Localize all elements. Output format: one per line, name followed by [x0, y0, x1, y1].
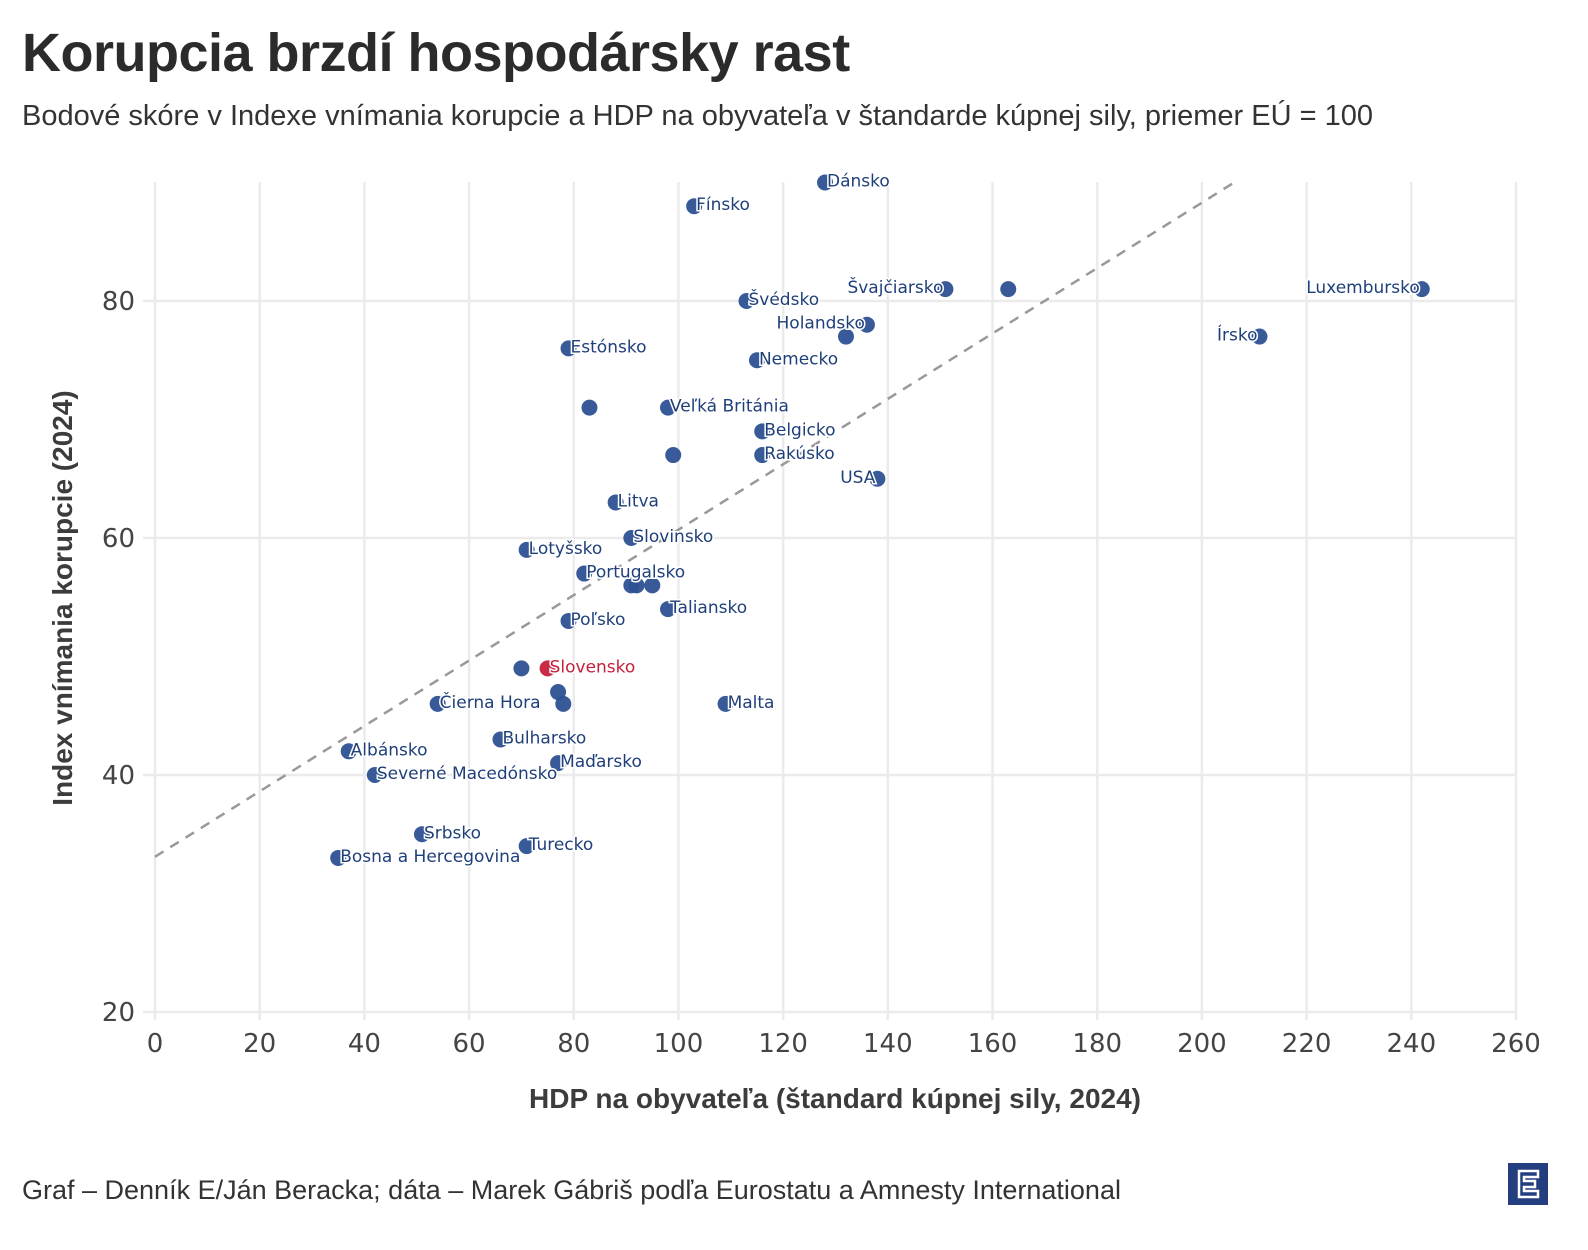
source-credit: Graf – Denník E/Ján Beracka; dáta – Mare… — [22, 1175, 1121, 1205]
point-label: Veľká Británia — [670, 397, 789, 417]
point-label: Severné Macedónsko — [377, 764, 557, 784]
data-point — [837, 328, 854, 345]
data-point — [858, 316, 875, 333]
trend-line — [154, 180, 1236, 858]
data-point — [738, 293, 755, 309]
point-label: Slovensko — [550, 657, 636, 677]
x-tick-label: 140 — [863, 1029, 913, 1059]
data-point — [628, 577, 645, 594]
y-axis-title: Index vnímania korupcie (2024) — [47, 390, 78, 806]
data-point — [340, 743, 357, 760]
point-labels: Dánsko Fínsko Švédsko Švajčiarsko Holandsko L… — [339, 170, 1422, 868]
point-label: Bosna a Hercegovina — [340, 847, 520, 867]
data-point — [1251, 328, 1268, 345]
data-point — [429, 695, 446, 712]
grid-lines — [143, 182, 1518, 1020]
data-point — [623, 530, 640, 546]
point-label: Dánsko — [827, 172, 890, 192]
point-label: Litva — [618, 491, 659, 511]
chart-subtitle: Bodové skóre v Indexe vnímania korupcie … — [22, 100, 1373, 132]
x-tick-label: 160 — [968, 1029, 1018, 1059]
data-point — [754, 423, 771, 440]
y-tick-label: 20 — [102, 998, 135, 1028]
x-tick-label: 220 — [1282, 1029, 1332, 1059]
data-point — [817, 174, 834, 191]
point-label: Írsko — [1217, 324, 1258, 346]
data-point — [869, 470, 886, 487]
x-tick-label: 0 — [147, 1029, 164, 1059]
denník-e-logo-icon — [1508, 1163, 1548, 1205]
scatter-chart: 0 20 40 60 80 100 120 140 160 180 200 220 240 260 20 4… — [47, 170, 1541, 1114]
point-label: Maďarsko — [560, 752, 642, 772]
point-label: Malta — [728, 693, 775, 713]
chart-title: Korupcia brzdí hospodársky rast — [22, 23, 850, 83]
point-label: Švajčiarsko — [847, 276, 943, 298]
data-point — [937, 281, 954, 298]
point-label: Albánsko — [351, 740, 428, 760]
data-points — [330, 174, 1430, 866]
data-point — [1413, 281, 1430, 298]
data-point — [659, 601, 676, 618]
data-point — [513, 660, 530, 677]
data-point — [659, 399, 676, 416]
data-point — [576, 565, 593, 582]
data-point — [518, 541, 535, 558]
data-point — [607, 494, 624, 511]
point-label: Estónsko — [571, 337, 647, 357]
point-label: Holandsko — [777, 314, 865, 334]
point-label: Poľsko — [571, 610, 626, 630]
data-point — [330, 849, 347, 866]
data-point — [492, 731, 509, 748]
x-tick-label: 100 — [654, 1029, 704, 1059]
point-label: Turecko — [528, 835, 594, 855]
point-label: Fínsko — [696, 195, 750, 215]
point-label: Lotyšsko — [529, 539, 603, 559]
data-point — [560, 340, 577, 357]
point-label: Taliansko — [669, 598, 747, 618]
point-label: USA — [840, 468, 876, 488]
point-label: Srbsko — [424, 823, 481, 843]
data-point — [644, 577, 661, 594]
point-label: Švédsko — [749, 288, 820, 310]
point-label: Slovinsko — [633, 527, 713, 547]
y-tick-label: 80 — [102, 287, 135, 317]
data-point — [555, 695, 572, 712]
data-point — [550, 755, 567, 772]
data-point — [754, 447, 771, 464]
data-point — [413, 826, 430, 843]
point-label: Nemecko — [759, 349, 838, 369]
x-tick-label: 120 — [758, 1029, 808, 1059]
x-tick-label: 180 — [1072, 1029, 1122, 1059]
x-tick-label: 20 — [243, 1029, 276, 1059]
x-axis-ticks: 0 20 40 60 80 100 120 140 160 180 200 220 240 260 — [147, 1029, 1541, 1059]
data-point — [748, 352, 765, 369]
x-tick-label: 80 — [557, 1029, 590, 1059]
data-point — [1000, 281, 1017, 298]
y-axis-ticks: 20 40 60 80 — [102, 287, 135, 1028]
x-tick-label: 240 — [1386, 1029, 1436, 1059]
x-tick-label: 200 — [1177, 1029, 1227, 1059]
x-tick-label: 60 — [453, 1029, 486, 1059]
data-point — [366, 767, 383, 783]
data-point — [686, 198, 703, 215]
point-label: Portugalsko — [586, 563, 685, 583]
x-axis-title: HDP na obyvateľa (štandard kúpnej sily, … — [529, 1083, 1141, 1114]
y-tick-label: 40 — [102, 761, 135, 791]
point-label: Rakúsko — [764, 444, 834, 464]
point-label: Luxembursko — [1306, 278, 1420, 298]
data-point — [560, 612, 577, 629]
data-point — [665, 447, 682, 464]
x-tick-label: 260 — [1491, 1029, 1541, 1059]
x-tick-label: 40 — [348, 1029, 381, 1059]
highlight-point — [539, 660, 556, 677]
data-point — [717, 695, 734, 712]
point-label: Čierna Hora — [440, 691, 541, 713]
point-label: Bulharsko — [502, 728, 586, 748]
data-point — [581, 399, 598, 416]
point-label: Belgicko — [764, 420, 835, 440]
y-tick-label: 60 — [102, 524, 135, 554]
data-point — [518, 838, 535, 855]
